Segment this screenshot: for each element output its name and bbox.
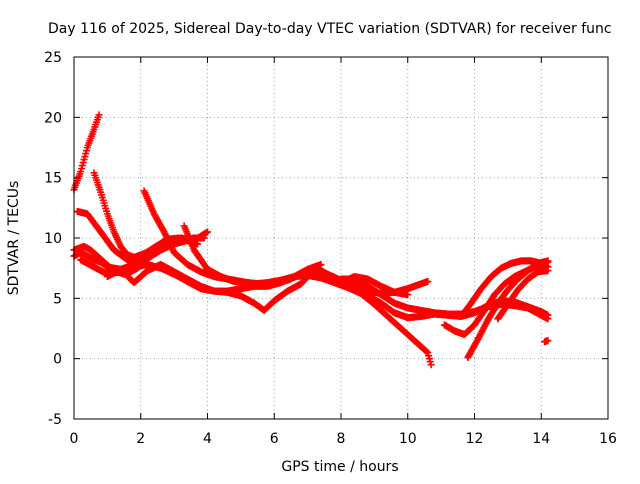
y-tick-label: 0: [53, 352, 62, 368]
x-tick-label: 14: [532, 431, 550, 447]
x-axis-label: GPS time / hours: [281, 459, 398, 475]
data-point: [544, 337, 552, 345]
data-layer: [70, 111, 552, 369]
data-point: [424, 277, 432, 285]
tick-layer: 0 2 4 6 8 10 12 14 16 -5 0 5 10 15 20 25: [44, 50, 617, 447]
y-tick-label: 10: [44, 231, 62, 247]
series-track-15: [494, 267, 552, 323]
x-tick-label: 6: [270, 431, 279, 447]
y-tick-label: 5: [53, 291, 62, 307]
data-point: [544, 257, 552, 265]
data-point: [544, 311, 552, 319]
data-point: [204, 228, 211, 236]
y-tick-label: -5: [48, 412, 62, 428]
series-track-13: [464, 257, 552, 361]
data-point: [95, 111, 103, 119]
x-tick-label: 10: [399, 431, 417, 447]
series-track-11: [364, 292, 552, 322]
x-tick-label: 16: [599, 431, 617, 447]
data-point: [427, 361, 435, 369]
y-tick-label: 15: [44, 171, 62, 187]
y-tick-label: 20: [44, 110, 62, 126]
y-tick-label: 25: [44, 50, 62, 66]
y-axis-label: SDTVAR / TECUs: [6, 181, 22, 296]
data-point: [200, 234, 208, 242]
series-track-5: [90, 169, 208, 261]
series-track-16: [541, 337, 552, 346]
x-tick-label: 12: [466, 431, 484, 447]
data-point: [404, 291, 412, 299]
data-point: [544, 267, 552, 275]
x-tick-label: 8: [337, 431, 346, 447]
x-tick-label: 0: [70, 431, 79, 447]
x-tick-label: 4: [203, 431, 212, 447]
x-tick-label: 2: [136, 431, 145, 447]
data-point: [317, 261, 325, 269]
chart-title: Day 116 of 2025, Sidereal Day-to-day VTE…: [48, 21, 612, 37]
series-track-1: [70, 111, 103, 194]
